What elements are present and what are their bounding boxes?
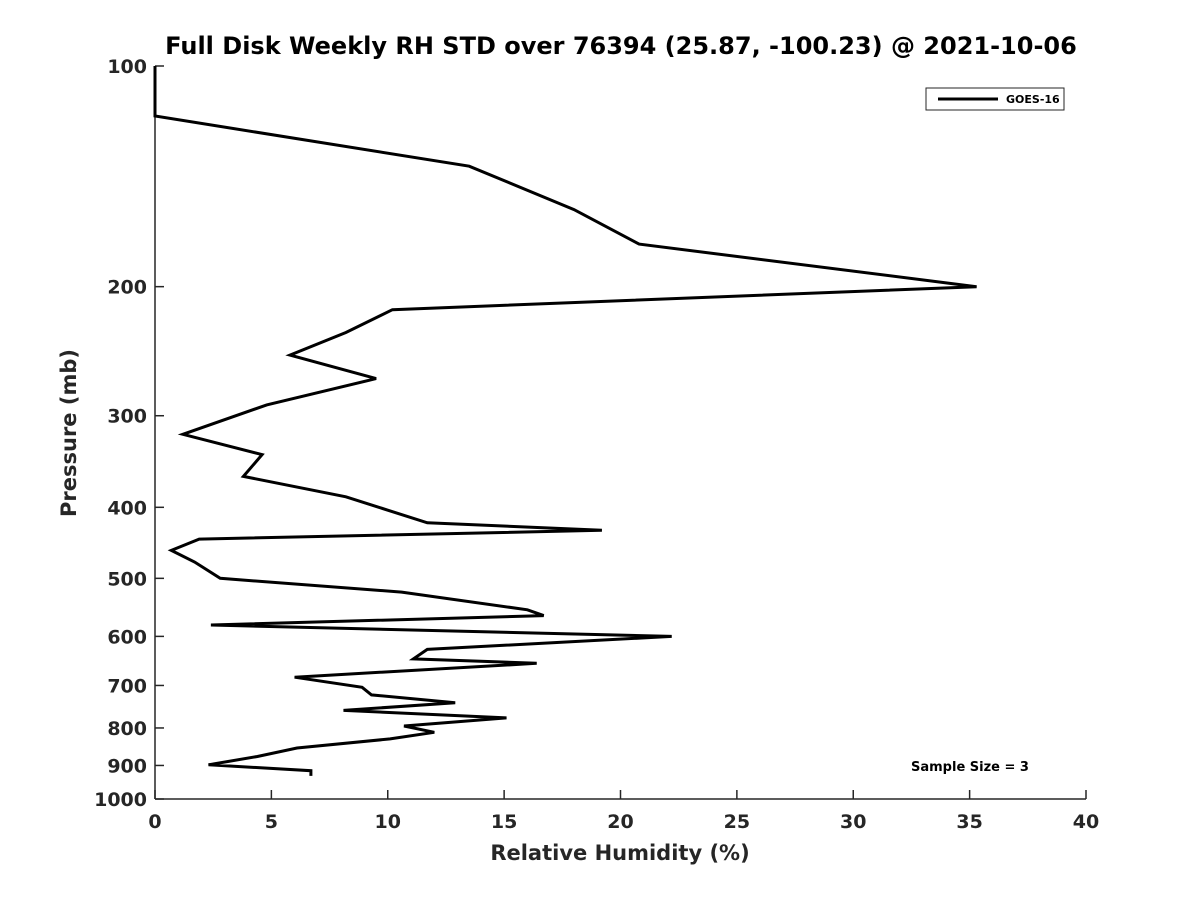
y-tick-label: 400 <box>107 497 147 519</box>
y-tick-label: 800 <box>107 718 147 740</box>
x-ticks: 0 5 10 15 20 25 30 35 40 <box>148 790 1099 833</box>
x-tick-label: 5 <box>265 811 278 833</box>
sample-size-annotation: Sample Size = 3 <box>911 760 1029 775</box>
x-tick-label: 35 <box>956 811 982 833</box>
legend: GOES-16 <box>925 87 1065 111</box>
x-tick-label: 15 <box>491 811 517 833</box>
legend-entry-label: GOES-16 <box>1006 93 1060 106</box>
x-tick-label: 25 <box>724 811 750 833</box>
y-tick-label: 1000 <box>94 789 147 811</box>
y-axis-label: Pressure (mb) <box>57 349 81 517</box>
x-tick-label: 30 <box>840 811 866 833</box>
y-tick-label: 200 <box>107 277 147 299</box>
y-tick-label: 600 <box>107 626 147 648</box>
y-tick-label: 500 <box>107 568 147 590</box>
y-tick-label: 300 <box>107 406 147 428</box>
y-ticks: 100 200 300 400 500 600 700 800 900 1000 <box>94 56 164 811</box>
y-tick-label: 700 <box>107 675 147 697</box>
x-tick-label: 0 <box>148 811 161 833</box>
x-tick-label: 40 <box>1073 811 1099 833</box>
x-axis-label: Relative Humidity (%) <box>490 841 749 865</box>
series-line-goes16 <box>153 66 977 776</box>
x-tick-label: 20 <box>607 811 633 833</box>
x-tick-label: 10 <box>375 811 401 833</box>
chart-title: Full Disk Weekly RH STD over 76394 (25.8… <box>165 32 1077 60</box>
y-tick-label: 900 <box>107 755 147 777</box>
y-tick-label: 100 <box>107 56 147 78</box>
